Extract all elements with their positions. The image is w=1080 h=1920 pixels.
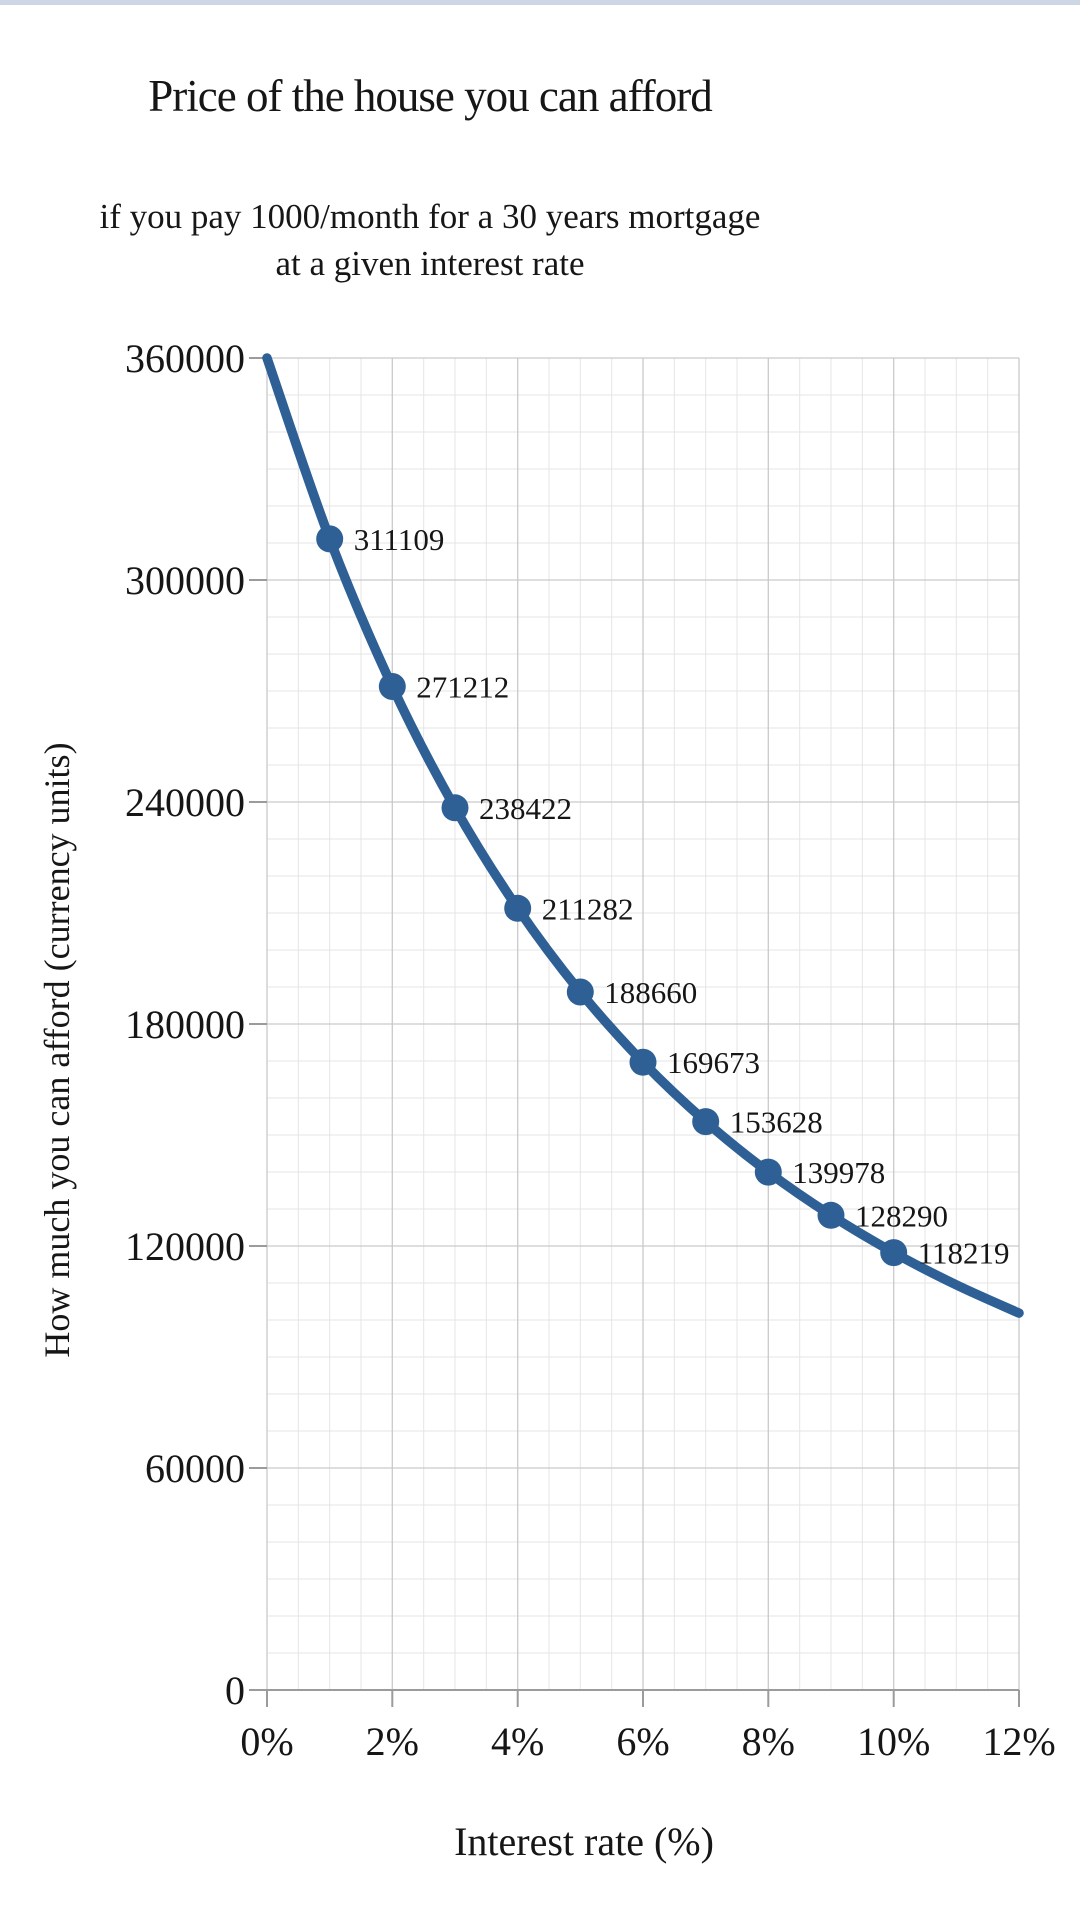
- axis-ticks: [249, 357, 1020, 1707]
- data-label: 311109: [354, 522, 445, 557]
- series-line: [262, 353, 1024, 1318]
- series-curve: [262, 353, 1024, 1318]
- x-tick-label: 0%: [240, 1719, 293, 1764]
- x-tick-label: 10%: [857, 1719, 930, 1764]
- x-tick-label: 6%: [616, 1719, 669, 1764]
- window-top-strip: [0, 0, 1080, 5]
- y-tick-label: 360000: [125, 336, 245, 381]
- data-label: 238422: [479, 791, 572, 826]
- data-point-marker: [754, 1158, 782, 1186]
- data-point-markers: [316, 525, 908, 1267]
- x-tick-label: 2%: [366, 1719, 419, 1764]
- data-label: 139978: [792, 1155, 885, 1190]
- data-point-marker: [692, 1108, 720, 1136]
- data-labels: 311109 271212 238422 211282 188660 169673 1536…: [354, 522, 1010, 1271]
- data-point-marker: [504, 894, 532, 922]
- data-point-marker: [441, 794, 469, 822]
- y-tick-label: 300000: [125, 558, 245, 603]
- chart-title: Price of the house you can afford: [148, 71, 712, 121]
- y-tick-label: 0: [225, 1668, 245, 1713]
- y-tick-label: 60000: [145, 1446, 245, 1491]
- data-point-marker: [817, 1201, 845, 1229]
- y-tick-label: 180000: [125, 1002, 245, 1047]
- data-label: 153628: [730, 1105, 823, 1140]
- data-label: 211282: [542, 891, 634, 926]
- chart-subtitle-line1: if you pay 1000/month for a 30 years mor…: [99, 197, 761, 236]
- x-axis-title: Interest rate (%): [454, 1819, 714, 1864]
- x-tick-label: 4%: [491, 1719, 544, 1764]
- y-tick-label: 240000: [125, 780, 245, 825]
- y-tick-labels: 0 60000 120000 180000 240000 300000 360000: [125, 336, 245, 1713]
- data-label: 188660: [604, 975, 697, 1010]
- y-tick-label: 120000: [125, 1224, 245, 1269]
- chart-subtitle-line2: at a given interest rate: [275, 244, 585, 283]
- data-point-marker: [880, 1239, 908, 1267]
- data-label: 118219: [918, 1236, 1010, 1271]
- data-label: 271212: [416, 670, 509, 705]
- data-label: 169673: [667, 1045, 760, 1080]
- data-point-marker: [629, 1048, 657, 1076]
- data-label: 128290: [855, 1198, 948, 1233]
- x-tick-labels: 0% 2% 4% 6% 8% 10% 12%: [240, 1719, 1055, 1764]
- grid-major: [267, 357, 1020, 1690]
- chart-subtitle: if you pay 1000/month for a 30 years mor…: [2, 193, 858, 287]
- x-tick-label: 12%: [982, 1719, 1055, 1764]
- data-point-marker: [566, 978, 594, 1006]
- data-point-marker: [378, 673, 406, 700]
- data-point-marker: [316, 525, 344, 553]
- x-tick-label: 8%: [742, 1719, 795, 1764]
